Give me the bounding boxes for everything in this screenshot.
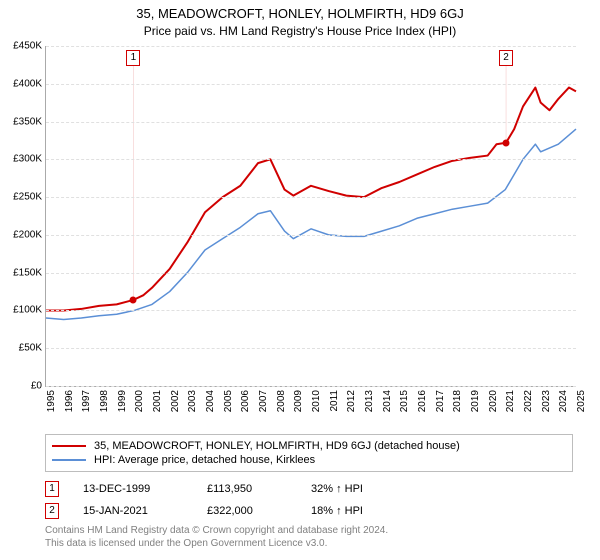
gridline bbox=[46, 197, 576, 198]
gridline bbox=[46, 159, 576, 160]
x-tick-label: 2024 bbox=[558, 390, 569, 412]
x-tick-label: 2008 bbox=[276, 390, 287, 412]
gridline bbox=[46, 348, 576, 349]
x-tick-label: 1999 bbox=[117, 390, 128, 412]
gridline bbox=[46, 273, 576, 274]
x-tick-label: 2009 bbox=[293, 390, 304, 412]
x-tick-label: 2003 bbox=[187, 390, 198, 412]
x-tick-label: 1996 bbox=[64, 390, 75, 412]
title-sub: Price paid vs. HM Land Registry's House … bbox=[0, 24, 600, 38]
y-tick-label: £250K bbox=[13, 192, 42, 203]
footer-line-2: This data is licensed under the Open Gov… bbox=[45, 537, 388, 550]
x-tick-label: 2017 bbox=[435, 390, 446, 412]
sales-row: 2 15-JAN-2021 £322,000 18% ↑ HPI bbox=[45, 500, 391, 522]
x-tick-label: 2007 bbox=[258, 390, 269, 412]
gridline bbox=[46, 310, 576, 311]
y-tick-label: £200K bbox=[13, 229, 42, 240]
sale-price: £322,000 bbox=[207, 505, 287, 517]
chart-area: £0£50K£100K£150K£200K£250K£300K£350K£400… bbox=[45, 46, 576, 387]
x-tick-label: 1998 bbox=[99, 390, 110, 412]
x-tick-label: 2020 bbox=[488, 390, 499, 412]
legend: 35, MEADOWCROFT, HONLEY, HOLMFIRTH, HD9 … bbox=[45, 434, 573, 472]
x-tick-label: 2019 bbox=[470, 390, 481, 412]
footer: Contains HM Land Registry data © Crown c… bbox=[45, 524, 388, 550]
chart-svg bbox=[46, 46, 576, 386]
x-tick-label: 2013 bbox=[364, 390, 375, 412]
sale-price: £113,950 bbox=[207, 483, 287, 495]
legend-label-2: HPI: Average price, detached house, Kirk… bbox=[94, 454, 315, 466]
y-tick-label: £450K bbox=[13, 41, 42, 52]
gridline bbox=[46, 46, 576, 47]
sales-row: 1 13-DEC-1999 £113,950 32% ↑ HPI bbox=[45, 478, 391, 500]
sale-date: 15-JAN-2021 bbox=[83, 505, 183, 517]
y-tick-label: £150K bbox=[13, 267, 42, 278]
sale-dot-1 bbox=[130, 296, 137, 303]
y-tick-label: £0 bbox=[31, 381, 42, 392]
y-tick-label: £400K bbox=[13, 78, 42, 89]
x-tick-label: 2006 bbox=[240, 390, 251, 412]
y-tick-label: £350K bbox=[13, 116, 42, 127]
x-tick-label: 2004 bbox=[205, 390, 216, 412]
sale-pct: 18% ↑ HPI bbox=[311, 505, 391, 517]
x-tick-label: 1997 bbox=[81, 390, 92, 412]
title-main: 35, MEADOWCROFT, HONLEY, HOLMFIRTH, HD9 … bbox=[0, 6, 600, 21]
sale-marker-2: 2 bbox=[45, 503, 59, 519]
sale-dot-2 bbox=[503, 139, 510, 146]
gridline bbox=[46, 84, 576, 85]
footer-line-1: Contains HM Land Registry data © Crown c… bbox=[45, 524, 388, 537]
x-tick-label: 2014 bbox=[382, 390, 393, 412]
y-tick-label: £50K bbox=[19, 343, 42, 354]
legend-swatch-1 bbox=[52, 445, 86, 447]
legend-row: 35, MEADOWCROFT, HONLEY, HOLMFIRTH, HD9 … bbox=[52, 439, 566, 453]
legend-swatch-2 bbox=[52, 459, 86, 461]
sale-marker-1: 1 bbox=[45, 481, 59, 497]
gridline bbox=[46, 235, 576, 236]
gridline bbox=[46, 122, 576, 123]
x-tick-label: 2016 bbox=[417, 390, 428, 412]
x-tick-label: 2012 bbox=[346, 390, 357, 412]
x-tick-label: 2005 bbox=[223, 390, 234, 412]
x-tick-label: 2015 bbox=[399, 390, 410, 412]
sales-table: 1 13-DEC-1999 £113,950 32% ↑ HPI 2 15-JA… bbox=[45, 478, 391, 522]
x-tick-label: 2018 bbox=[452, 390, 463, 412]
x-tick-label: 2025 bbox=[576, 390, 587, 412]
x-tick-label: 2001 bbox=[152, 390, 163, 412]
x-tick-label: 2011 bbox=[329, 390, 340, 412]
sale-marker-1: 1 bbox=[126, 50, 140, 66]
legend-row: HPI: Average price, detached house, Kirk… bbox=[52, 453, 566, 467]
series-line-2 bbox=[46, 129, 576, 319]
sale-date: 13-DEC-1999 bbox=[83, 483, 183, 495]
legend-label-1: 35, MEADOWCROFT, HONLEY, HOLMFIRTH, HD9 … bbox=[94, 440, 460, 452]
x-tick-label: 2023 bbox=[541, 390, 552, 412]
x-tick-label: 2002 bbox=[170, 390, 181, 412]
sale-marker-2: 2 bbox=[499, 50, 513, 66]
x-tick-label: 2000 bbox=[134, 390, 145, 412]
sale-pct: 32% ↑ HPI bbox=[311, 483, 391, 495]
y-tick-label: £100K bbox=[13, 305, 42, 316]
x-tick-label: 2021 bbox=[505, 390, 516, 412]
x-tick-label: 2010 bbox=[311, 390, 322, 412]
gridline bbox=[46, 386, 576, 387]
y-tick-label: £300K bbox=[13, 154, 42, 165]
x-tick-label: 2022 bbox=[523, 390, 534, 412]
x-tick-label: 1995 bbox=[46, 390, 57, 412]
